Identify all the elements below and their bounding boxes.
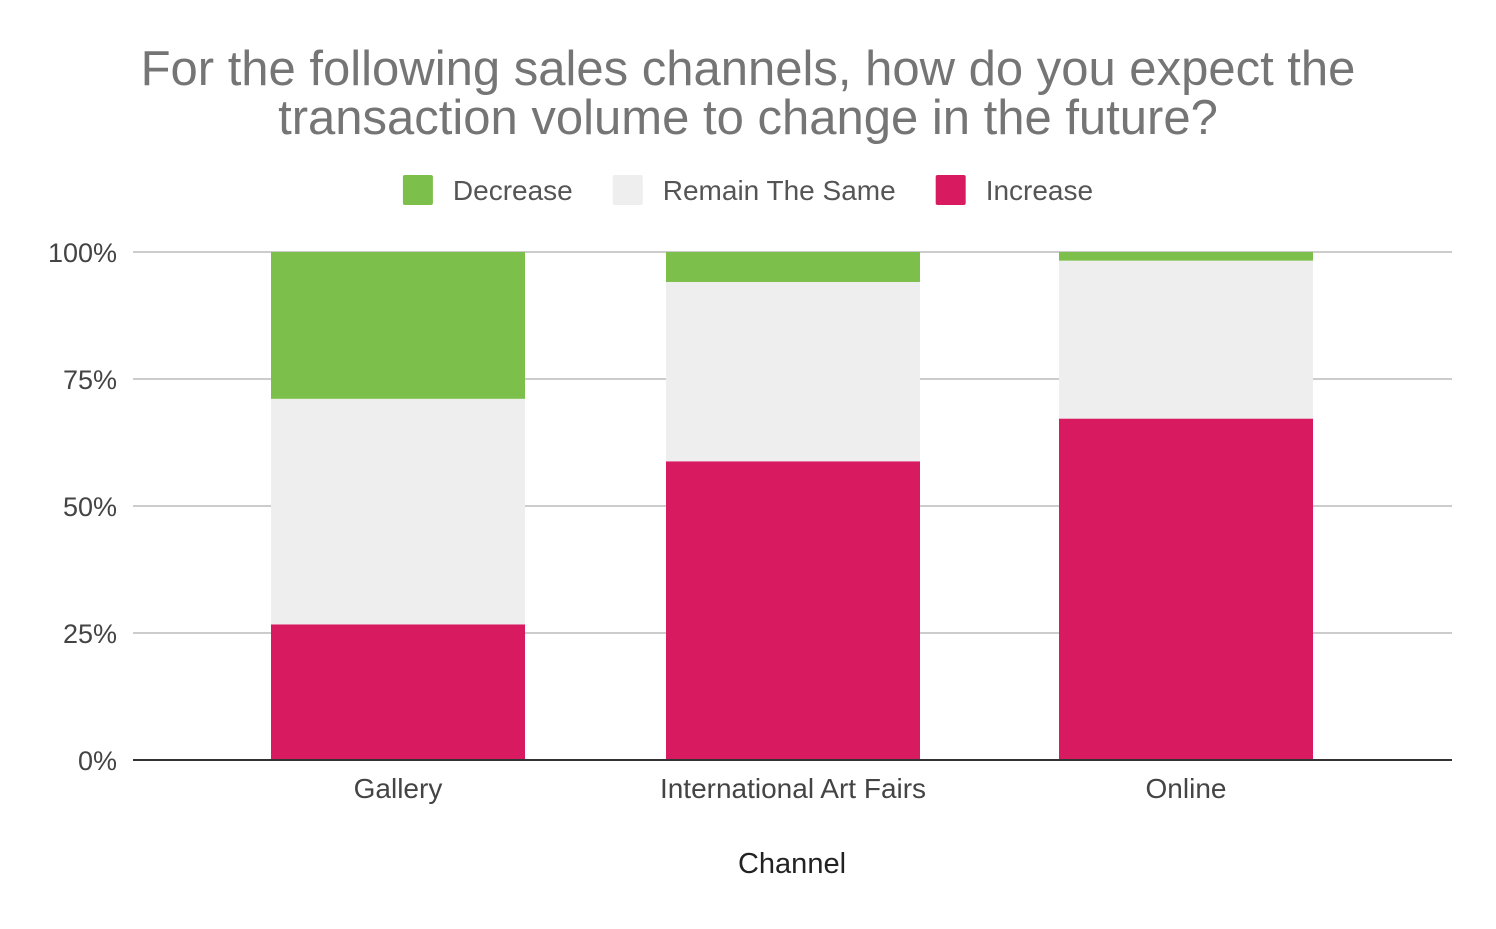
y-tick-label-100: 100% xyxy=(48,238,117,268)
bar-international-art-fairs-increase xyxy=(666,461,920,760)
y-tick-label-25: 25% xyxy=(63,619,117,649)
legend-item-remain-the-same: Remain The Same xyxy=(612,175,896,206)
bars xyxy=(271,252,1313,760)
legend-swatch-decrease xyxy=(402,175,433,205)
bar-international-art-fairs-decrease xyxy=(666,252,920,282)
legend-item-decrease: Decrease xyxy=(402,175,573,206)
bar-gallery-decrease xyxy=(271,252,525,399)
x-axis-title: Channel xyxy=(738,848,846,880)
legend-label-decrease: Decrease xyxy=(453,175,573,206)
bar-online-increase xyxy=(1059,418,1313,760)
y-axis-tick-labels: 0% 25% 50% 75% 100% xyxy=(48,238,117,776)
y-tick-label-50: 50% xyxy=(63,492,117,522)
legend-swatch-remain-the-same xyxy=(612,175,643,205)
bar-online-decrease xyxy=(1059,252,1313,261)
x-tick-label-gallery: Gallery xyxy=(354,773,443,804)
y-tick-label-0: 0% xyxy=(78,746,117,776)
x-axis-tick-labels: Gallery International Art Fairs Online xyxy=(354,773,1227,804)
bar-online-remain-the-same xyxy=(1059,260,1313,419)
chart-title-line-1: For the following sales channels, how do… xyxy=(141,42,1356,96)
bar-international-art-fairs-remain-the-same xyxy=(666,281,920,462)
x-tick-label-online: Online xyxy=(1146,773,1227,804)
legend-item-increase: Increase xyxy=(935,175,1093,206)
legend-label-increase: Increase xyxy=(986,175,1093,206)
y-tick-label-75: 75% xyxy=(63,365,117,395)
x-tick-label-international-art-fairs: International Art Fairs xyxy=(660,773,926,804)
bar-gallery-remain-the-same xyxy=(271,398,525,625)
legend: Decrease Remain The Same Increase xyxy=(402,175,1093,206)
legend-swatch-increase xyxy=(935,175,966,205)
legend-label-remain-the-same: Remain The Same xyxy=(663,175,896,206)
chart-title-line-2: transaction volume to change in the futu… xyxy=(278,91,1218,145)
bar-gallery-increase xyxy=(271,624,525,760)
